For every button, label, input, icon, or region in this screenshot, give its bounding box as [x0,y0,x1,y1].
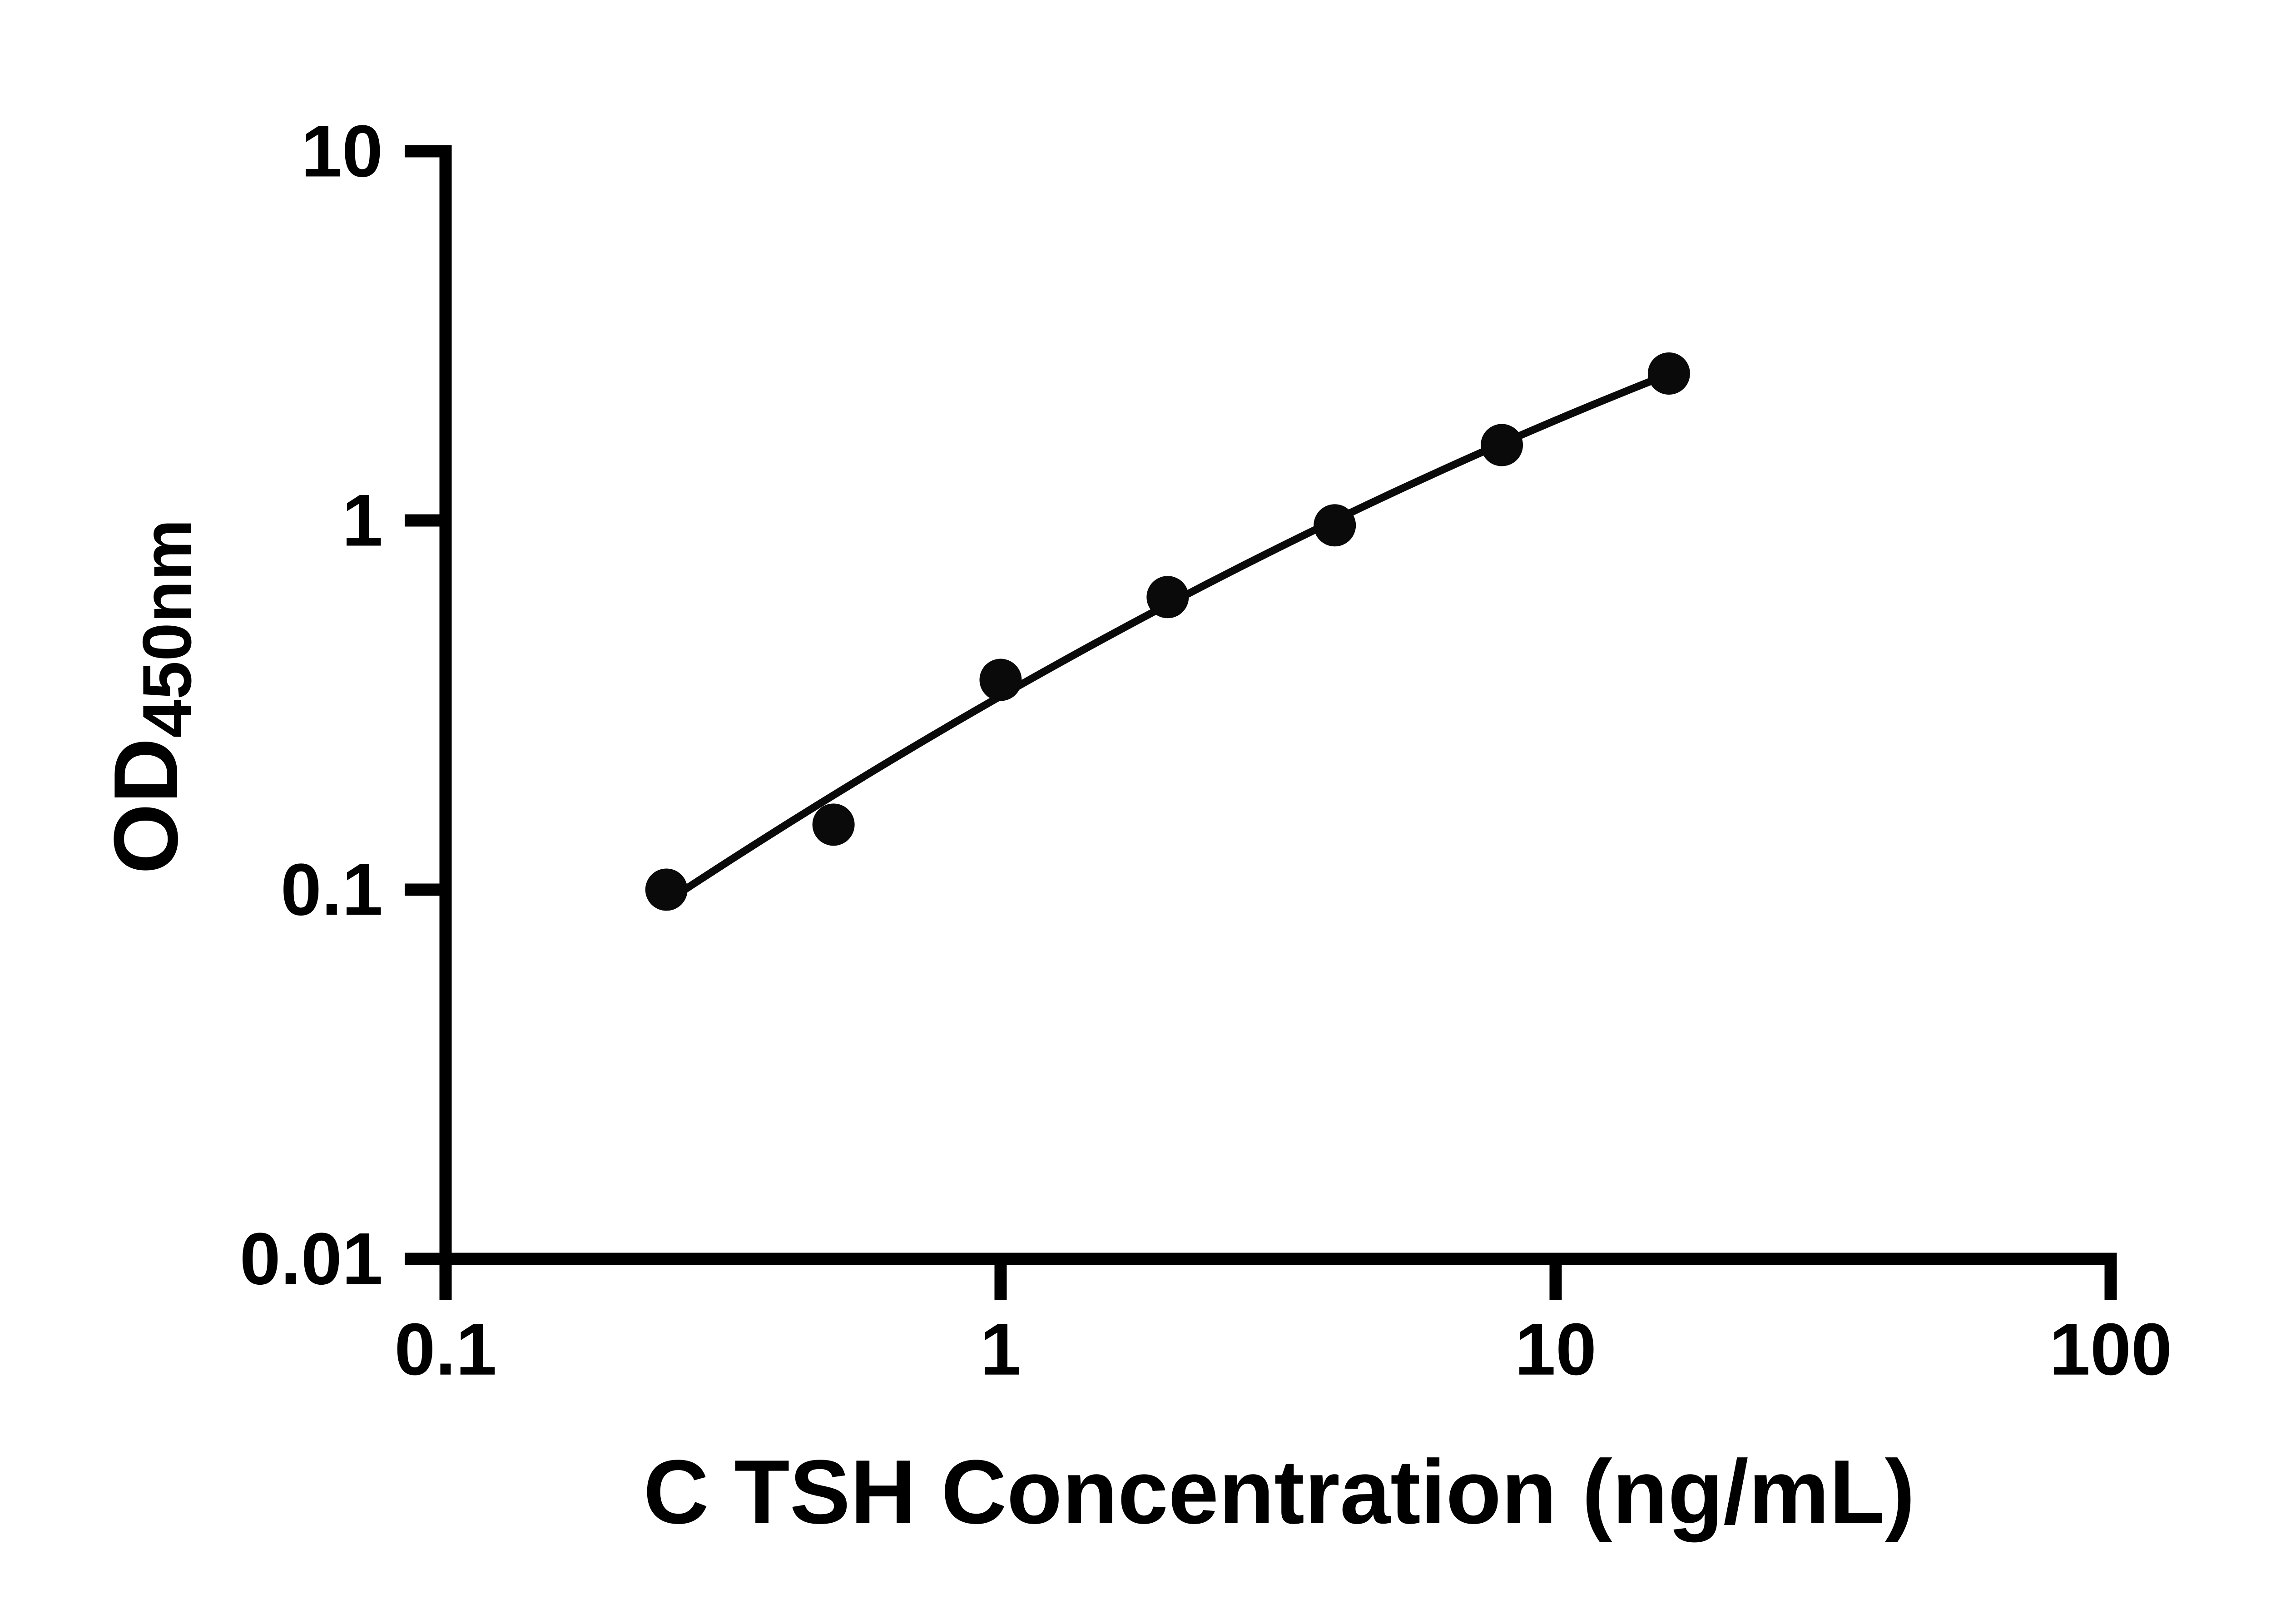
axis-lines [439,145,2117,1265]
y-axis-title-main: OD [95,738,197,874]
data-point [1146,576,1189,619]
x-tick-label: 10 [1515,1308,1597,1391]
x-tick-label: 0.1 [394,1308,496,1391]
x-tick-label: 100 [2049,1308,2172,1391]
x-tick-label: 1 [980,1308,1021,1391]
y-axis-title: OD450nm [95,519,206,874]
data-point [1481,424,1523,466]
y-axis-title-subscript: 450nm [129,519,206,738]
x-axis-title: C TSH Concentration (ng/mL) [643,1441,1915,1543]
data-point [979,659,1022,701]
data-point [1647,352,1690,395]
y-tick-label: 1 [342,480,383,562]
y-tick-label: 10 [301,110,383,193]
y-tick-label: 0.1 [281,849,383,931]
data-point [812,803,855,846]
data-point [1314,504,1356,547]
data-point [645,868,688,911]
y-tick-label: 0.01 [240,1218,383,1300]
